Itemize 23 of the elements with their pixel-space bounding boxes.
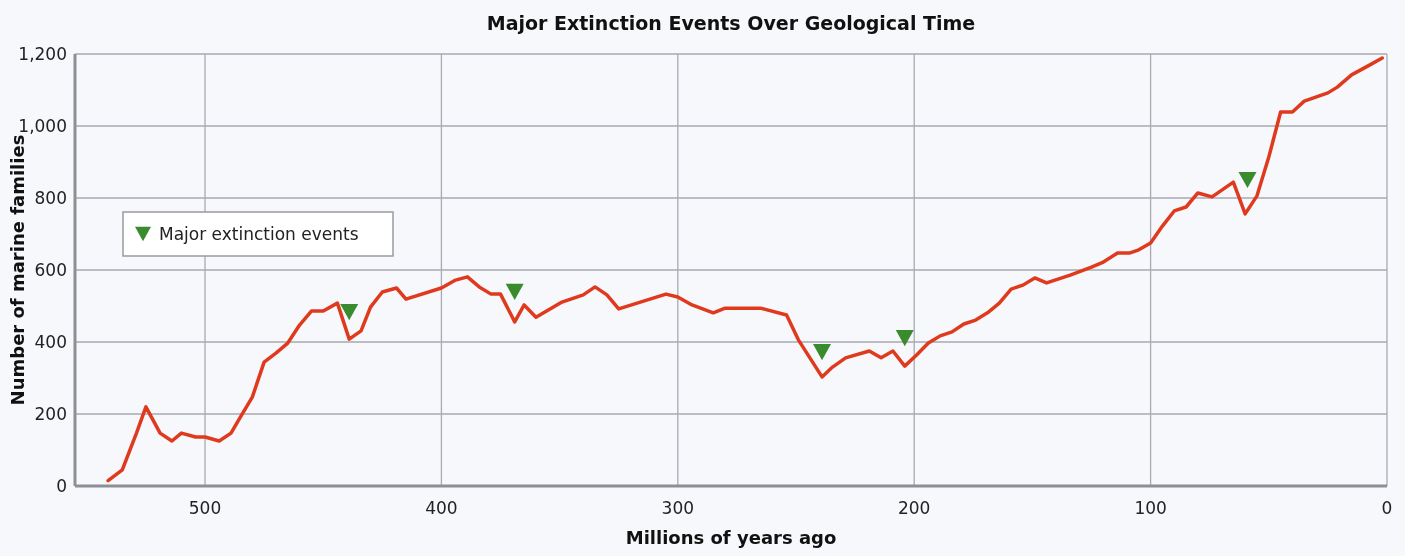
x-tick-label: 400 <box>425 498 458 518</box>
point <box>895 329 914 347</box>
x-tick-label: 500 <box>188 498 222 518</box>
x-tick-label: 0 <box>1381 498 1393 518</box>
y-tick-label: 800 <box>34 187 67 208</box>
y-tick-label: 200 <box>34 403 67 424</box>
legend-label: Major extinction events <box>159 224 359 244</box>
point <box>340 304 359 321</box>
x-tick-label: 300 <box>661 498 695 518</box>
y-tick-label: 1,000 <box>18 115 67 136</box>
point <box>1238 171 1257 189</box>
x-axis-title: Millions of years ago <box>625 527 837 548</box>
y-tick-label: 600 <box>34 259 67 280</box>
point <box>505 283 524 301</box>
y-tick-label: 400 <box>34 331 67 352</box>
chart-title: Major Extinction Events Over Geological Time <box>486 12 976 34</box>
line-series <box>106 56 1385 483</box>
x-tick-label: 100 <box>1134 498 1167 518</box>
x-tick-label: 200 <box>897 498 931 518</box>
point <box>813 343 832 361</box>
y-tick-label: 1,200 <box>18 43 67 64</box>
y-tick-label: 0 <box>56 475 67 496</box>
y-axis-title: Number of marine families <box>7 134 28 406</box>
